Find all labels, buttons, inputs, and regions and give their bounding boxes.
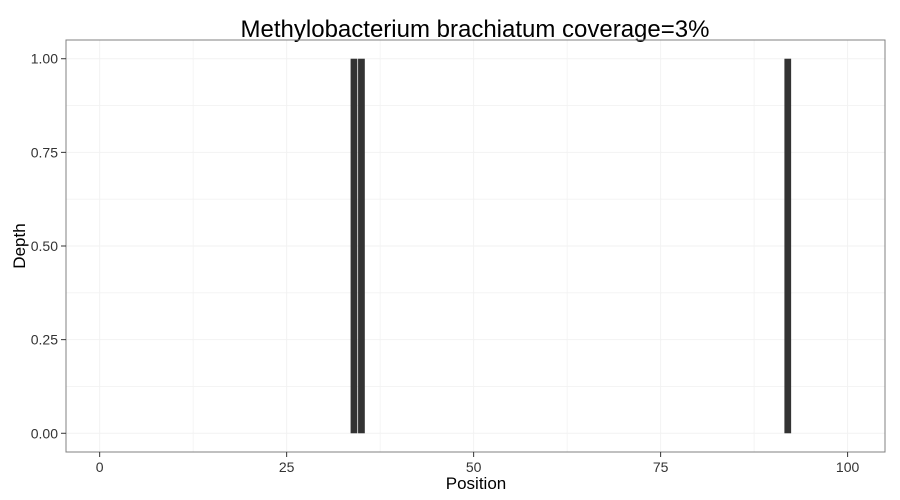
y-tick-label: 0.25 [31, 332, 58, 348]
y-tick-label: 1.00 [31, 51, 58, 67]
x-axis: 0 25 50 75 100 [96, 452, 860, 475]
grid-lines [66, 40, 885, 452]
y-tick-label: 0.75 [31, 144, 58, 160]
bar [784, 58, 792, 434]
chart-title: Methylobacterium brachiatum coverage=3% [241, 16, 710, 43]
x-tick-label: 75 [653, 459, 669, 475]
y-tick-label: 0.00 [31, 425, 58, 441]
bar [358, 58, 365, 434]
y-axis: 0.00 0.25 0.50 0.75 1.00 [31, 51, 66, 441]
x-tick-label: 25 [279, 459, 295, 475]
y-axis-title: Depth [10, 223, 29, 268]
x-axis-title: Position [446, 474, 506, 493]
y-tick-label: 0.50 [31, 238, 58, 254]
x-tick-label: 0 [96, 459, 104, 475]
bar [350, 58, 358, 434]
bars [350, 58, 792, 434]
x-tick-label: 50 [466, 459, 482, 475]
x-tick-label: 100 [836, 459, 860, 475]
